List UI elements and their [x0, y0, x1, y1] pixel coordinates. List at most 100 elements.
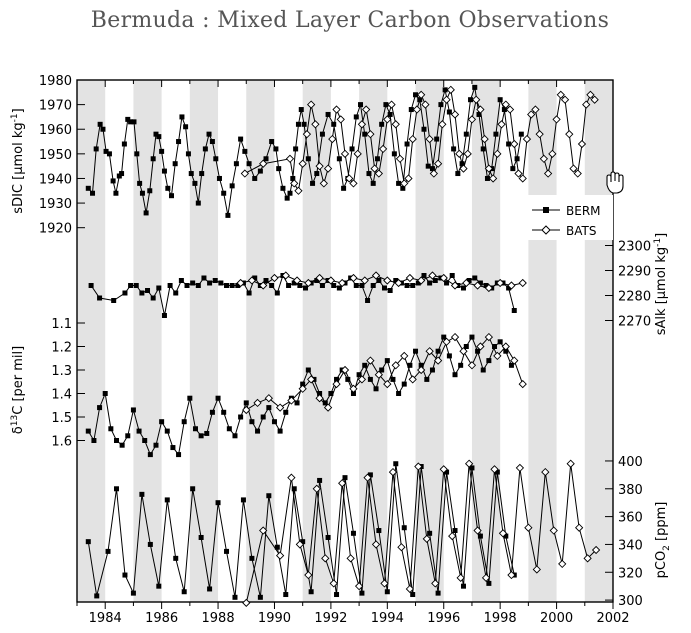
y-tick-label: 1980 — [39, 74, 72, 89]
berm-point — [376, 528, 382, 534]
bats-point — [400, 179, 409, 188]
x-tick-label: 1992 — [314, 611, 347, 626]
berm-point — [255, 428, 261, 434]
bats-point — [287, 473, 296, 482]
bats-point — [484, 283, 494, 293]
berm-point — [301, 121, 307, 127]
ylabel-sdic-end: ] — [11, 108, 26, 113]
berm-point — [476, 111, 482, 117]
bats-point — [498, 529, 508, 538]
berm-point — [370, 283, 376, 288]
x-axis: 1984 1986 1988 1990 1992 1994 1996 1998 2000 2002 — [76, 80, 630, 626]
bats-point — [315, 273, 324, 283]
bats-point — [326, 276, 336, 285]
berm-point — [455, 171, 461, 177]
y-tick-label: 1920 — [39, 222, 72, 237]
berm-point — [300, 539, 306, 545]
bats-point — [275, 551, 285, 560]
bats-point — [294, 186, 303, 195]
berm-point — [427, 280, 433, 286]
berm-point — [190, 486, 196, 492]
year-band — [189, 80, 219, 602]
berm-point — [300, 381, 306, 387]
berm-point — [209, 139, 215, 145]
bats-point — [505, 105, 515, 114]
berm-point — [497, 97, 503, 103]
bats-point — [340, 365, 350, 375]
berm-point — [119, 442, 125, 448]
berm-point — [367, 472, 373, 478]
berm-point — [469, 334, 475, 340]
berm-point — [131, 119, 137, 125]
berm-point — [284, 195, 290, 201]
bats-point — [459, 347, 468, 356]
berm-point — [274, 290, 280, 296]
berm-point — [350, 530, 356, 536]
bats-point — [522, 134, 532, 144]
bats-point — [463, 149, 472, 158]
berm-point — [240, 497, 246, 503]
berm-point — [367, 376, 373, 382]
bats-point — [532, 565, 541, 574]
berm-point — [314, 171, 320, 177]
berm-point — [283, 592, 289, 598]
berm-point — [373, 386, 379, 392]
bats-point — [438, 120, 447, 129]
berm-point — [325, 111, 331, 117]
bats-point — [366, 356, 375, 365]
berm-point — [469, 465, 475, 471]
berm-point — [442, 87, 448, 93]
berm-point — [156, 285, 162, 291]
bats-point — [287, 396, 296, 405]
ylabel-salk-end: ] — [654, 233, 669, 238]
berm-point — [283, 409, 289, 415]
berm-point — [159, 148, 165, 154]
berm-point — [153, 131, 159, 137]
series-line-berm — [87, 335, 512, 456]
berm-point — [139, 491, 145, 497]
berm-point — [400, 185, 406, 191]
berm-point — [387, 288, 393, 293]
bats-point — [446, 85, 455, 94]
bats-point — [345, 174, 354, 183]
bats-point — [253, 398, 262, 408]
berm-point — [108, 426, 114, 432]
berm-point — [341, 185, 347, 191]
berm-point — [356, 372, 362, 378]
berm-point — [121, 141, 127, 147]
panel-salk: 2300 2290 2280 2270 — [88, 240, 651, 330]
x-tick-label: 2002 — [596, 611, 629, 626]
berm-point — [202, 146, 208, 152]
berm-point — [319, 131, 325, 137]
legend: BERM BATS — [527, 195, 613, 240]
berm-point — [349, 146, 355, 152]
berm-point — [252, 275, 258, 281]
bats-point — [535, 130, 544, 139]
berm-point — [494, 469, 500, 475]
bats-point — [543, 169, 553, 178]
berm-point — [90, 190, 96, 196]
berm-point — [483, 283, 489, 288]
berm-point — [518, 131, 524, 137]
berm-point — [122, 290, 128, 296]
berm-point — [106, 151, 112, 157]
berm-point — [384, 589, 390, 595]
berm-point — [273, 146, 279, 152]
berm-point — [113, 190, 119, 196]
bats-point — [391, 361, 400, 370]
bats-point — [531, 105, 540, 114]
bats-point — [383, 276, 392, 285]
berm-point — [493, 131, 499, 137]
bats-point — [292, 276, 302, 285]
berm-point — [293, 146, 299, 152]
berm-point — [492, 344, 498, 349]
berm-point — [472, 275, 478, 281]
bats-point — [575, 523, 584, 532]
bats-point — [404, 174, 413, 183]
bats-point — [357, 120, 367, 129]
berm-point — [410, 283, 416, 288]
bats-point — [298, 384, 307, 393]
berm-point — [379, 121, 385, 127]
bats-point — [484, 332, 494, 342]
berm-point — [271, 419, 277, 425]
